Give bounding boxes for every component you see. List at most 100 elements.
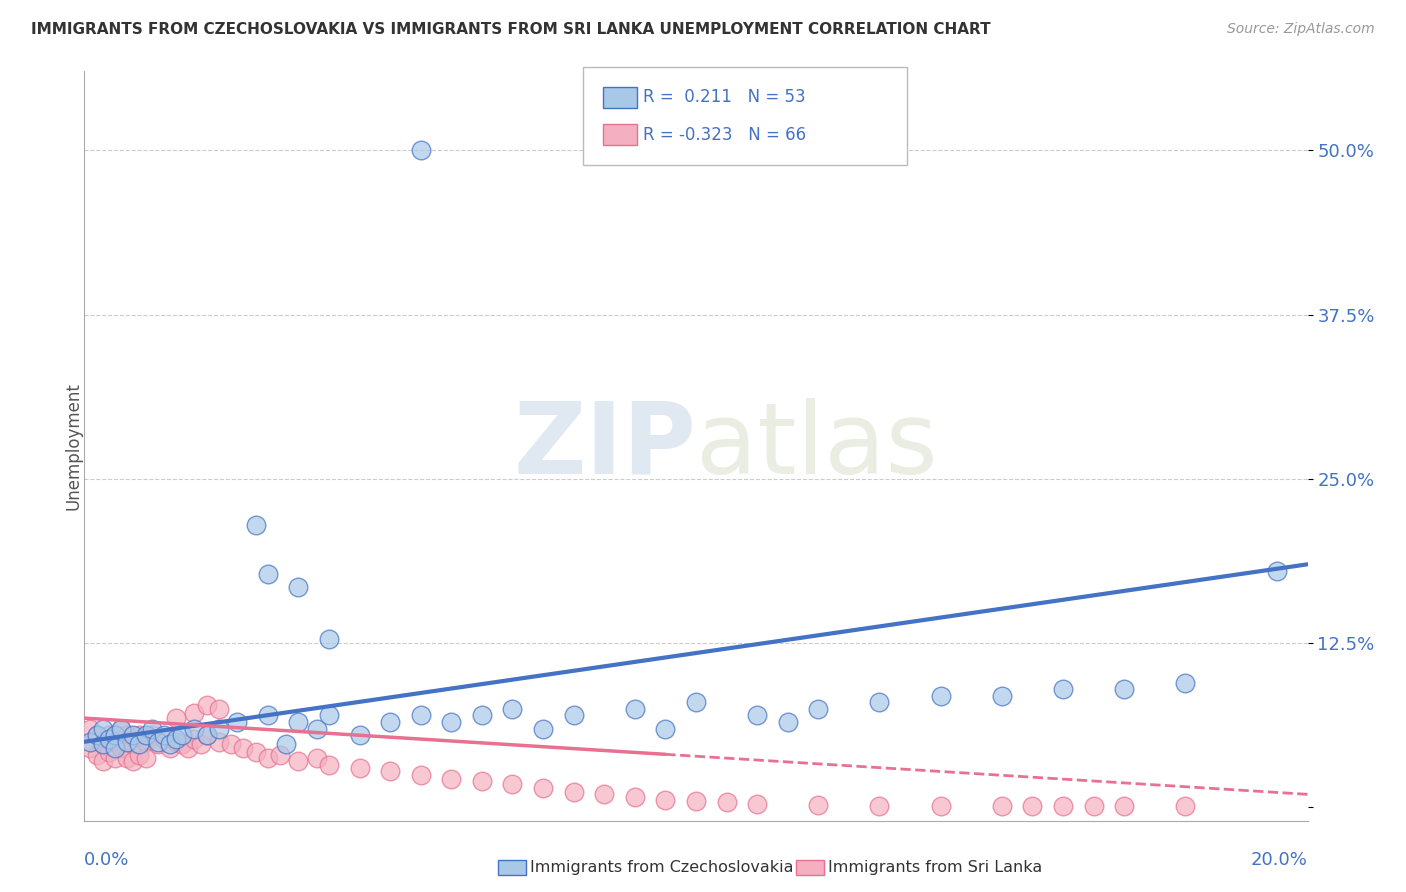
Text: Immigrants from Sri Lanka: Immigrants from Sri Lanka	[828, 860, 1042, 875]
Point	[269, 747, 291, 762]
Point	[440, 772, 463, 786]
Point	[531, 722, 554, 736]
Point	[195, 728, 218, 742]
Point	[115, 728, 138, 742]
Point	[110, 722, 132, 736]
Point	[79, 741, 101, 756]
Point	[110, 722, 132, 736]
Point	[380, 764, 402, 778]
Text: atlas: atlas	[696, 398, 938, 494]
Point	[159, 741, 181, 756]
Point	[135, 735, 157, 749]
Point	[716, 795, 738, 809]
Point	[122, 728, 145, 742]
Point	[165, 711, 187, 725]
Point	[208, 702, 231, 716]
Point	[929, 689, 952, 703]
Point	[1021, 799, 1043, 814]
Point	[226, 714, 249, 729]
Point	[869, 695, 891, 709]
Point	[502, 777, 524, 791]
Point	[654, 792, 676, 806]
Point	[195, 728, 218, 742]
Point	[257, 708, 280, 723]
Point	[104, 728, 127, 742]
Point	[1174, 799, 1197, 814]
Text: Immigrants from Czechoslovakia: Immigrants from Czechoslovakia	[530, 860, 793, 875]
Point	[128, 728, 150, 742]
Point	[79, 722, 101, 736]
Text: R =  0.211   N = 53: R = 0.211 N = 53	[643, 88, 806, 106]
Text: ZIP: ZIP	[513, 398, 696, 494]
Point	[318, 632, 340, 647]
Point	[807, 797, 830, 812]
Point	[208, 722, 231, 736]
Text: 20.0%: 20.0%	[1251, 851, 1308, 869]
Point	[305, 750, 328, 764]
Point	[183, 732, 205, 747]
Point	[1174, 675, 1197, 690]
Point	[115, 750, 138, 764]
Point	[305, 722, 328, 736]
Point	[502, 702, 524, 716]
Point	[183, 722, 205, 736]
Point	[115, 735, 138, 749]
Point	[349, 728, 371, 742]
Point	[153, 728, 176, 742]
Point	[318, 708, 340, 723]
Point	[208, 735, 231, 749]
Point	[1114, 682, 1136, 697]
Point	[471, 774, 494, 789]
Point	[177, 741, 200, 756]
Point	[153, 732, 176, 747]
Point	[245, 517, 267, 532]
Point	[122, 738, 145, 752]
Point	[97, 745, 120, 759]
Point	[776, 714, 799, 729]
Point	[380, 714, 402, 729]
Point	[104, 735, 127, 749]
Point	[807, 702, 830, 716]
Point	[86, 747, 108, 762]
Point	[146, 738, 169, 752]
Point	[219, 738, 242, 752]
Point	[97, 728, 120, 742]
Point	[869, 799, 891, 814]
Point	[1265, 564, 1288, 578]
Point	[172, 738, 194, 752]
Point	[122, 755, 145, 769]
Point	[409, 708, 432, 723]
Point	[190, 738, 212, 752]
Point	[409, 143, 432, 157]
Point	[562, 708, 585, 723]
Point	[159, 738, 181, 752]
Point	[135, 750, 157, 764]
Point	[128, 738, 150, 752]
Point	[287, 580, 309, 594]
Point	[1083, 799, 1105, 814]
Point	[624, 702, 647, 716]
Point	[685, 695, 707, 709]
Point	[165, 735, 187, 749]
Point	[86, 728, 108, 742]
Point	[562, 785, 585, 799]
Point	[91, 755, 114, 769]
Point	[128, 747, 150, 762]
Point	[624, 789, 647, 804]
Point	[79, 735, 101, 749]
Point	[409, 767, 432, 781]
Text: 0.0%: 0.0%	[84, 851, 129, 869]
Point	[146, 735, 169, 749]
Point	[110, 741, 132, 756]
Point	[141, 728, 163, 742]
Point	[86, 728, 108, 742]
Point	[991, 689, 1014, 703]
Point	[929, 799, 952, 814]
Point	[104, 741, 127, 756]
Point	[654, 722, 676, 736]
Point	[1052, 799, 1074, 814]
Point	[276, 738, 298, 752]
Point	[1114, 799, 1136, 814]
Text: Source: ZipAtlas.com: Source: ZipAtlas.com	[1227, 22, 1375, 37]
Point	[183, 706, 205, 720]
